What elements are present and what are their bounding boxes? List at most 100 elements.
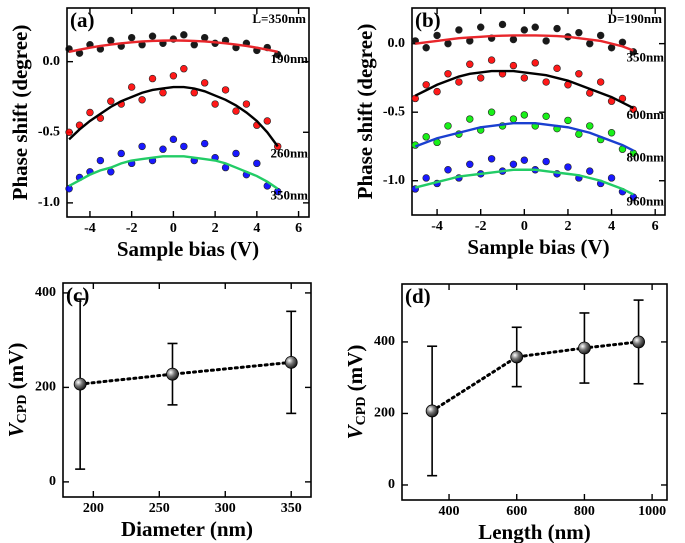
data-point — [242, 100, 251, 108]
data-point — [253, 159, 261, 168]
x-tick-label: 2 — [212, 221, 219, 236]
data-point — [433, 31, 441, 40]
data-point — [422, 133, 430, 141]
data-point — [444, 122, 452, 130]
data-point — [575, 28, 583, 37]
panel-label: (c) — [66, 283, 89, 307]
data-point — [127, 33, 136, 42]
data-point — [578, 341, 591, 355]
connect-line — [78, 360, 293, 386]
series-label: 350nm — [270, 188, 308, 203]
data-point — [607, 129, 616, 137]
data-point — [596, 31, 605, 40]
data-point — [487, 108, 496, 116]
y-axis-title: Phase shift (degree) — [8, 25, 32, 201]
data-point — [596, 78, 605, 86]
panel-label: (b) — [415, 8, 441, 32]
data-point — [509, 160, 518, 168]
x-tick-label: 2 — [564, 219, 571, 234]
data-point — [444, 39, 452, 48]
data-point — [73, 377, 87, 391]
y-tick-label: 0.0 — [388, 36, 406, 51]
panel-note: L=350nm — [252, 11, 306, 26]
data-point — [632, 335, 645, 349]
panel-label: (a) — [70, 8, 95, 32]
y-title-unit: (mV) — [4, 343, 28, 395]
panel: 200 250 300 350 0 200 400 Diameter (nm) VCPD (mV… — [4, 282, 312, 541]
data-point — [520, 111, 529, 119]
data-point — [586, 122, 594, 130]
panel: -4 -2 0 2 4 6 -1.0 -0.5 0.0 Sample bias (V) Phase … — [8, 7, 310, 261]
data-point — [520, 26, 529, 34]
data-point — [509, 61, 518, 70]
data-point — [444, 166, 452, 174]
data-point — [510, 350, 524, 364]
data-point — [159, 145, 167, 153]
data-point — [169, 135, 178, 144]
data-point — [542, 78, 550, 86]
fit-curve — [415, 34, 634, 52]
y-title-main: V — [343, 423, 367, 439]
y-tick-label: 0.0 — [43, 54, 61, 69]
x-tick-label: 400 — [439, 504, 460, 519]
data-point — [498, 20, 507, 29]
x-tick-label: 300 — [215, 501, 236, 516]
data-point — [221, 86, 230, 94]
plot-frame — [62, 282, 312, 498]
x-axis-title: Sample bias (V) — [117, 237, 259, 261]
data-point — [542, 37, 550, 45]
panel-note: D=190nm — [608, 11, 663, 26]
data-point — [422, 174, 430, 182]
y-tick-label: -0.5 — [38, 124, 60, 139]
x-axis-title: Diameter (nm) — [121, 517, 253, 541]
plot-frame — [401, 283, 668, 501]
panel: 400 600 800 1000 0 200 400 Length (nm) VCPD (mV)… — [343, 283, 668, 543]
series-label: 800nm — [626, 150, 664, 165]
y-title-unit: (mV) — [343, 345, 367, 397]
data-point — [190, 41, 198, 49]
data-point — [138, 96, 146, 104]
series-label: 350nm — [626, 49, 664, 64]
plot-frame — [66, 7, 310, 218]
data-point — [455, 78, 463, 86]
x-tick-label: -2 — [126, 221, 138, 236]
data-point — [211, 100, 219, 108]
data-point — [166, 367, 179, 381]
x-tick-label: -4 — [431, 219, 443, 234]
data-point — [200, 79, 209, 87]
x-tick-label: 4 — [253, 221, 260, 236]
data-point — [509, 115, 518, 123]
y-tick-label: 400 — [374, 334, 395, 349]
panel-label: (d) — [405, 284, 431, 308]
y-title-main: V — [4, 421, 28, 437]
y-tick-label: -1.0 — [383, 173, 405, 188]
x-tick-label: 4 — [608, 219, 615, 234]
x-tick-label: 350 — [281, 501, 302, 516]
data-point — [117, 149, 125, 158]
y-tick-label: -0.5 — [383, 104, 405, 119]
fit-curve — [68, 39, 278, 53]
data-point — [444, 70, 452, 78]
data-point — [466, 160, 474, 168]
x-tick-label: -4 — [84, 221, 96, 236]
data-point — [425, 404, 439, 418]
data-point — [477, 23, 485, 31]
series-label: 600nm — [626, 107, 664, 122]
x-tick-label: 800 — [574, 504, 595, 519]
data-point — [200, 33, 209, 42]
connect-line — [430, 340, 641, 413]
data-point — [531, 59, 539, 67]
x-tick-label: 6 — [652, 219, 659, 234]
data-point — [107, 97, 115, 105]
data-point — [564, 163, 572, 171]
data-point — [411, 94, 419, 103]
data-point — [553, 24, 561, 33]
data-point — [564, 116, 572, 125]
data-point — [148, 74, 157, 83]
data-point — [86, 108, 94, 117]
y-tick-label: 0 — [388, 477, 395, 492]
y-title-sub: CPD — [15, 395, 30, 424]
data-point — [148, 32, 157, 40]
x-tick-label: 250 — [149, 501, 170, 516]
